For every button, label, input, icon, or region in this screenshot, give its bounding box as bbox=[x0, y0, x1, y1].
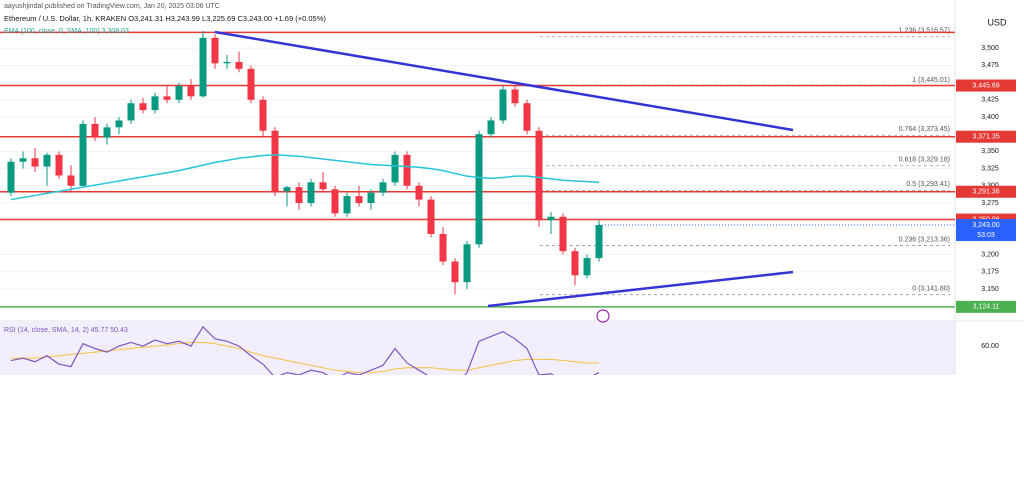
candle-body bbox=[535, 130, 543, 221]
candle-body bbox=[187, 86, 195, 97]
candle-body bbox=[403, 154, 411, 186]
candle-body bbox=[475, 134, 483, 245]
candle-body bbox=[439, 233, 447, 262]
candle-body bbox=[367, 192, 375, 204]
rsi-pane bbox=[0, 325, 955, 375]
candle-body bbox=[7, 161, 15, 193]
candle-body bbox=[571, 251, 579, 276]
fib-label: 1 (3,445.01) bbox=[912, 77, 950, 84]
candle-body bbox=[211, 37, 219, 64]
fib-label: 0.764 (3,373.45) bbox=[899, 126, 950, 133]
fib-label: 0.236 (3,213.36) bbox=[899, 236, 950, 243]
y-tick-label: 3,200 bbox=[981, 251, 999, 258]
candle-body bbox=[175, 86, 183, 100]
chart-background bbox=[0, 0, 1024, 375]
price-pane: 1.236 (3,516.57) 1 (3,445.01) 0.764 (3,373… bbox=[0, 28, 955, 308]
y-tick-label: 3,350 bbox=[981, 148, 999, 155]
candle-body bbox=[451, 261, 459, 283]
chart-title: Ethereum / U.S. Dollar, 1h, KRAKEN O3,24… bbox=[4, 14, 326, 23]
indicator-label: EMA (100, close, 0, SMA, 100) 3,308.03 bbox=[4, 28, 129, 35]
candle-body bbox=[115, 120, 123, 128]
level-badge-label: 3,291.36 bbox=[972, 189, 999, 196]
candle-body bbox=[523, 103, 531, 131]
y-tick-label: 3,500 bbox=[981, 45, 999, 52]
rsi-line bbox=[10, 325, 600, 375]
candle-body bbox=[91, 123, 99, 138]
level-badge bbox=[956, 300, 1016, 313]
trendline-lower bbox=[487, 270, 794, 308]
fib-label: 1.236 (3,516.57) bbox=[899, 28, 950, 35]
candle-body bbox=[19, 158, 27, 162]
candle-body bbox=[427, 199, 435, 234]
candle-body bbox=[151, 96, 159, 111]
candle-body bbox=[379, 182, 387, 193]
candle-body bbox=[127, 103, 135, 121]
candle-body bbox=[235, 61, 243, 69]
fib-label: 0.5 (3,293.41) bbox=[906, 181, 950, 188]
candle-body bbox=[391, 154, 399, 183]
level-badge-label: 3,371.35 bbox=[972, 134, 999, 141]
y-tick-label: 3,150 bbox=[981, 286, 999, 293]
level-badge-label: 3,124.11 bbox=[973, 304, 1000, 311]
candle-body bbox=[103, 127, 111, 138]
y-tick-label: 3,425 bbox=[981, 97, 999, 104]
event-icon bbox=[596, 309, 610, 323]
rsi-tick-label: 60.00 bbox=[981, 343, 999, 350]
y-tick-label: 3,175 bbox=[981, 269, 999, 276]
candle-body bbox=[259, 99, 267, 131]
level-badge bbox=[956, 185, 1016, 198]
rsi-background bbox=[0, 322, 955, 375]
candle-body bbox=[511, 89, 519, 104]
fib-label: 0.618 (3,329.18) bbox=[899, 157, 950, 164]
candle-body bbox=[415, 185, 423, 200]
candle-body bbox=[43, 154, 51, 167]
candle-body bbox=[295, 187, 303, 204]
candle-body bbox=[343, 196, 351, 214]
currency: USD bbox=[987, 17, 1007, 27]
candle-body bbox=[463, 244, 471, 283]
candle-body bbox=[595, 225, 603, 259]
candle-body bbox=[247, 68, 255, 100]
candle-body bbox=[271, 130, 279, 192]
candle-body bbox=[163, 96, 171, 100]
candle-body bbox=[67, 175, 75, 186]
candle-body bbox=[307, 182, 315, 204]
candle-body bbox=[583, 258, 591, 276]
candle-body bbox=[319, 182, 327, 190]
countdown: 53:03 bbox=[977, 232, 995, 239]
candle-body bbox=[223, 61, 231, 64]
candle-body bbox=[283, 187, 291, 192]
y-tick-label: 3,400 bbox=[981, 114, 999, 121]
candle-body bbox=[331, 189, 339, 214]
level-badge bbox=[956, 130, 1016, 143]
fib-label: 0 (3,141.80) bbox=[912, 286, 950, 293]
y-tick-label: 3,275 bbox=[981, 200, 999, 207]
ema-line bbox=[10, 154, 600, 201]
rsi-label: RSI (14, close, SMA, 14, 2) 45.77 50.43 bbox=[4, 327, 128, 334]
level-badge-label: 3,445.69 bbox=[972, 82, 999, 89]
candle-body bbox=[199, 37, 207, 97]
candle-body bbox=[139, 103, 147, 111]
trendline-upper bbox=[214, 30, 794, 132]
candle-body bbox=[559, 216, 567, 252]
y-tick-label: 3,325 bbox=[981, 165, 999, 172]
candle-body bbox=[355, 196, 363, 204]
candle-body bbox=[55, 154, 63, 176]
candle-body bbox=[31, 158, 39, 167]
level-badge bbox=[956, 79, 1016, 92]
attribution: aayushjindal published on TradingView.co… bbox=[4, 3, 220, 10]
candle-body bbox=[79, 123, 87, 186]
y-tick-label: 3,475 bbox=[981, 62, 999, 69]
last-price-label: 3,243.00 bbox=[972, 222, 999, 229]
candle-body bbox=[547, 216, 555, 221]
last-price-badge bbox=[956, 219, 1016, 242]
grid bbox=[0, 47, 955, 290]
candle-body bbox=[499, 89, 507, 121]
price-axis: 3,5003,4753,4253,4003,3503,3253,3003,275… bbox=[956, 45, 1016, 350]
candle-body bbox=[487, 120, 495, 135]
